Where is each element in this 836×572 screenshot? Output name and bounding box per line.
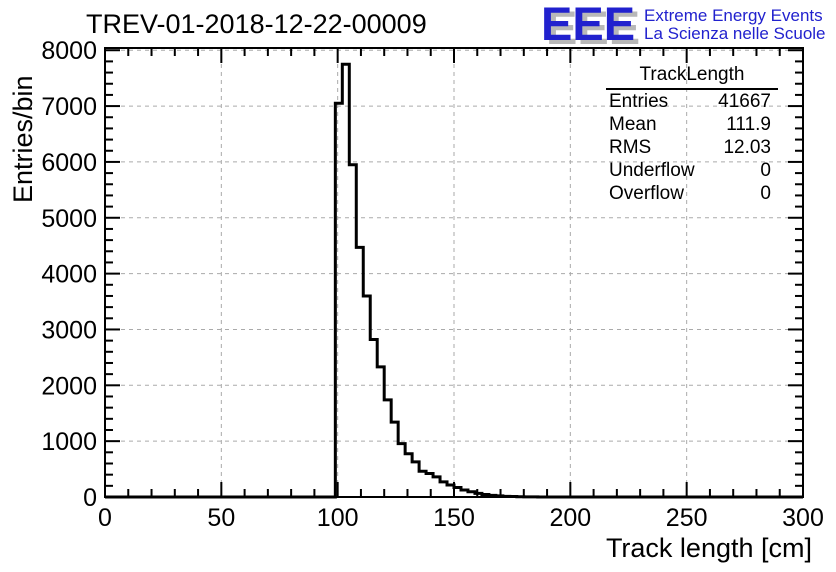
x-tick-label: 100 [317,504,359,532]
stats-box: TrackLength Entries 41667 Mean 111.9 RMS… [606,64,778,205]
x-tick-label: 0 [98,504,112,532]
eee-logo-icon: EEE [541,0,636,50]
x-axis-title: Track length [cm] [605,533,812,563]
stats-label: Mean [609,113,657,135]
y-tick-label: 6000 [41,149,97,177]
eee-logo: EEE Extreme Energy Events La Scienza nel… [541,0,826,50]
stats-row-overflow: Overflow 0 [606,182,778,205]
x-tick-label: 50 [207,504,235,532]
stats-value: 0 [760,159,771,181]
eee-logo-text: Extreme Energy Events La Scienza nelle S… [644,3,825,43]
stats-title: TrackLength [606,64,778,90]
stats-value: 12.03 [723,136,771,158]
y-tick-label: 0 [83,484,97,512]
y-tick-label: 4000 [41,261,97,289]
stats-label: Underflow [609,159,695,181]
x-tick-label: 300 [782,504,824,532]
x-tick-label: 200 [549,504,591,532]
y-tick-label: 5000 [41,205,97,233]
y-tick-label: 1000 [41,428,97,456]
y-tick-label: 2000 [41,372,97,400]
stats-label: RMS [609,136,652,158]
histogram-line [105,62,803,499]
stats-value: 0 [760,182,771,204]
stats-label: Entries [609,90,669,112]
eee-logo-line2: La Scienza nelle Scuole [644,24,826,43]
stats-label: Overflow [609,182,684,204]
page-title: TREV-01-2018-12-22-00009 [86,9,427,39]
stats-row-entries: Entries 41667 [606,90,778,113]
stats-value: 111.9 [726,113,771,135]
y-tick-label: 7000 [41,93,97,121]
eee-logo-line1: Extreme Energy Events [644,6,823,25]
y-tick-label: 8000 [41,37,97,65]
stats-value: 41667 [718,90,771,112]
stats-row-mean: Mean 111.9 [606,113,778,136]
x-tick-label: 150 [433,504,475,532]
y-tick-label: 3000 [41,316,97,344]
y-axis-title: Entries/bin [8,75,38,203]
stats-row-underflow: Underflow 0 [606,159,778,182]
x-tick-label: 250 [666,504,708,532]
stats-row-rms: RMS 12.03 [606,136,778,159]
